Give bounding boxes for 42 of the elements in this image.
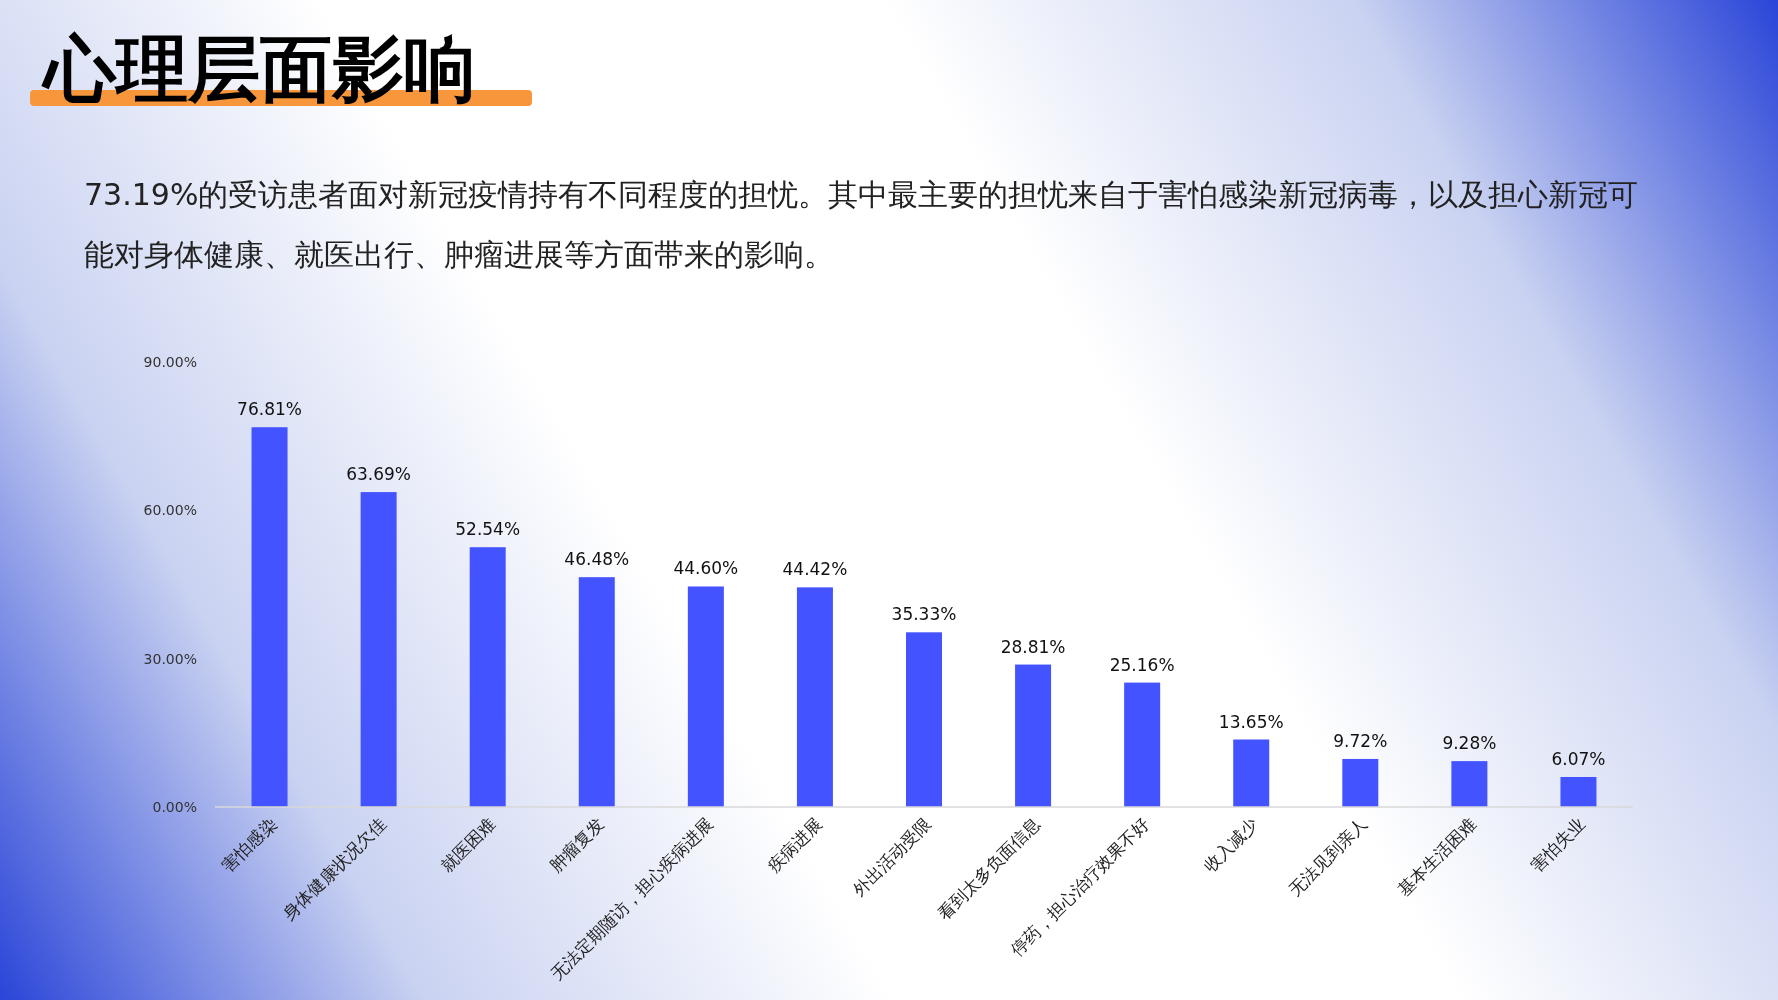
x-tick-label: 害怕失业: [1527, 813, 1590, 876]
y-tick-label: 0.00%: [152, 799, 197, 815]
data-label: 9.28%: [1442, 733, 1497, 754]
x-tick-label: 无法见到亲人: [1284, 813, 1372, 900]
bar: [469, 547, 506, 807]
data-label: 9.72%: [1333, 730, 1388, 751]
data-label: 25.16%: [1109, 654, 1175, 675]
data-label: 6.07%: [1551, 748, 1606, 769]
y-tick-label: 60.00%: [143, 502, 197, 519]
data-label: 28.81%: [1000, 636, 1066, 657]
x-tick-label: 基本生活困难: [1393, 813, 1481, 900]
chart-subtitle: 73.19%的受访患者面对新冠疫情持有不同程度的担忧。其中最主要的担忧来自于害怕感染新冠病毒，以及担心新冠可能对身体健康、就医出行、肿瘤进展等方面带来的影响。: [84, 176, 1640, 274]
bar: [796, 587, 833, 807]
data-label: 52.54%: [455, 519, 521, 540]
bar: [1233, 739, 1270, 807]
bar: [906, 632, 942, 807]
data-label: 63.69%: [346, 464, 412, 485]
bar: [360, 492, 397, 807]
y-tick-label: 90.00%: [143, 354, 197, 370]
x-tick-label: 肿瘤复发: [545, 813, 608, 876]
y-tick-label: 30.00%: [143, 650, 197, 667]
x-tick-label: 身体健康状况欠佳: [279, 813, 390, 924]
bar: [251, 427, 288, 807]
bar: [1124, 682, 1161, 807]
bar: [578, 577, 615, 807]
bar: [687, 586, 724, 807]
data-label: 13.65%: [1218, 711, 1284, 732]
data-label: 46.48%: [564, 549, 630, 570]
x-tick-label: 疾病进展: [763, 813, 826, 876]
bar: [1451, 761, 1488, 807]
x-tick-label: 就医困难: [436, 813, 499, 876]
bar: [1342, 758, 1379, 807]
x-tick-label: 收入减少: [1199, 813, 1263, 876]
x-tick-label: 外出活动受限: [848, 813, 935, 900]
data-label: 44.60%: [673, 558, 739, 579]
x-tick-label: 看到太多负面信息: [933, 813, 1044, 924]
data-label: 44.42%: [782, 559, 848, 580]
x-tick-label: 害怕感染: [218, 813, 281, 876]
bar: [1560, 776, 1597, 807]
data-label: 76.81%: [237, 399, 302, 420]
data-label: 35.33%: [891, 604, 957, 625]
bar: [1015, 664, 1052, 807]
